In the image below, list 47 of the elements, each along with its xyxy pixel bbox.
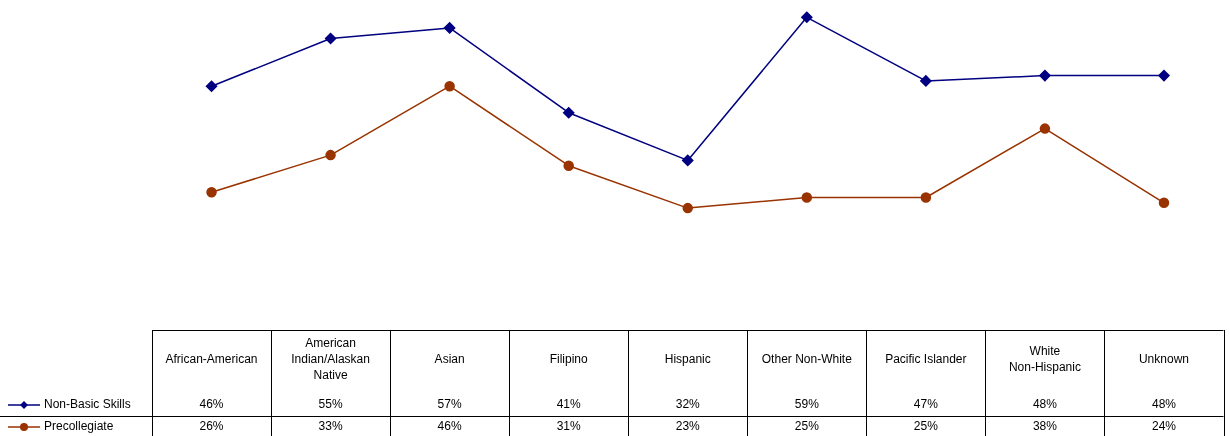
x-tick-label: Filipino	[549, 352, 589, 367]
point	[562, 106, 575, 119]
data-label: 26%	[199, 419, 224, 434]
data-label: 48%	[1151, 397, 1177, 412]
x-tick-label: Unknown	[1138, 352, 1189, 367]
x-tick-label: American Indian/Alaskan Native	[291, 336, 370, 383]
point	[682, 154, 694, 167]
point	[205, 80, 218, 92]
point	[1039, 123, 1051, 134]
data-label: 46%	[199, 397, 224, 412]
point	[801, 192, 813, 203]
x-tick-label: Asian	[434, 352, 465, 367]
data-label: 46%	[437, 419, 462, 434]
data-label: 55%	[318, 397, 343, 412]
x-tick-label: Pacific Islander	[885, 352, 967, 367]
point	[920, 75, 932, 87]
point	[920, 192, 932, 203]
point	[563, 160, 574, 171]
data-label: 31%	[556, 419, 582, 434]
data-label: 48%	[1032, 397, 1058, 412]
data-label: 32%	[675, 397, 701, 412]
point	[444, 80, 455, 92]
point	[1039, 69, 1051, 82]
x-tick-label: White Non-Hispanic	[1008, 344, 1081, 375]
data-label: 25%	[794, 419, 820, 434]
x-tick-label: African-American	[165, 352, 258, 367]
data-label: 25%	[913, 419, 939, 434]
data-label: 38%	[1032, 419, 1058, 434]
x-tick-label: Hispanic	[664, 352, 711, 367]
data-label: 57%	[437, 397, 462, 412]
point	[1158, 197, 1170, 209]
x-tick-label: Other Non-White	[761, 352, 853, 367]
data-label: 47%	[913, 397, 939, 412]
point	[1158, 69, 1170, 82]
point	[324, 32, 337, 45]
data-label: 33%	[318, 419, 343, 434]
point	[801, 11, 813, 24]
legend-label: Non-Basic Skills	[44, 397, 131, 412]
data-label: 41%	[556, 397, 582, 412]
point	[682, 202, 693, 214]
data-label: 59%	[794, 397, 820, 412]
point	[206, 186, 217, 198]
data-label: 23%	[675, 419, 701, 434]
data-label: 24%	[1151, 419, 1177, 434]
legend-label: Precollegiate	[44, 419, 114, 434]
point	[325, 149, 336, 161]
point	[443, 22, 456, 34]
